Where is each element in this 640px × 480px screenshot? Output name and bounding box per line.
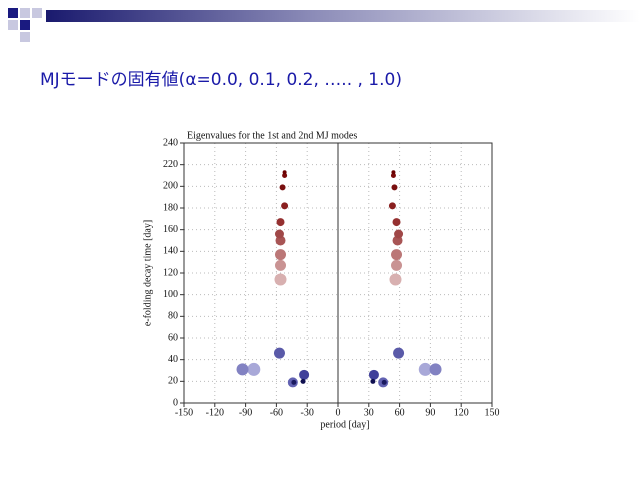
plot-frame — [183, 142, 493, 404]
point — [370, 378, 376, 384]
point — [394, 229, 404, 239]
y-tick-label: 60 — [168, 332, 178, 343]
point — [279, 184, 286, 191]
point — [282, 173, 288, 178]
x-tick-label: 150 — [485, 407, 500, 418]
point — [391, 170, 396, 175]
point — [300, 378, 306, 384]
point — [418, 362, 432, 376]
point — [381, 379, 387, 385]
point — [291, 379, 297, 385]
y-tick-label: 180 — [163, 202, 178, 213]
point — [389, 273, 402, 286]
point — [236, 363, 249, 376]
y-tick-label: 160 — [163, 224, 178, 235]
y-tick-label: 200 — [163, 181, 178, 192]
x-tick-label: 90 — [425, 407, 435, 418]
slide-title: MJモードの固有値(α=0.0, 0.1, 0.2, ….. , 1.0) — [40, 70, 402, 90]
point — [388, 202, 396, 210]
y-tick-label: 100 — [163, 289, 178, 300]
point — [392, 218, 401, 227]
decoration — [8, 8, 640, 42]
x-tick-label: 0 — [336, 407, 341, 418]
x-tick-label: -90 — [239, 407, 252, 418]
point — [276, 218, 285, 227]
y-axis-label: e-folding decay time [day] — [142, 220, 153, 326]
x-tick-label: 60 — [395, 407, 405, 418]
x-tick-label: -60 — [270, 407, 283, 418]
point — [273, 347, 285, 359]
point — [393, 347, 405, 359]
x-tick-label: -120 — [206, 407, 224, 418]
point — [390, 173, 396, 178]
y-tick-label: 140 — [163, 246, 178, 257]
y-tick-label: 80 — [168, 311, 178, 322]
y-tick-label: 40 — [168, 354, 178, 365]
x-axis-label: period [day] — [320, 419, 369, 430]
y-tick-label: 120 — [163, 267, 178, 278]
x-tick-label: -150 — [175, 407, 193, 418]
y-tick-label: 240 — [163, 137, 178, 148]
x-tick-label: -30 — [301, 407, 314, 418]
chart-title: Eigenvalues for the 1st and 2nd MJ modes — [187, 130, 357, 141]
point — [282, 170, 287, 175]
point — [391, 184, 398, 191]
point — [247, 362, 261, 376]
point — [274, 273, 287, 286]
point — [299, 369, 310, 380]
point — [429, 363, 442, 376]
x-tick-label: 120 — [454, 407, 469, 418]
y-tick-label: 20 — [168, 376, 178, 387]
x-tick-label: 30 — [364, 407, 374, 418]
point — [391, 259, 403, 271]
point — [368, 369, 379, 380]
point — [275, 259, 287, 271]
point — [274, 229, 284, 239]
point — [391, 249, 403, 261]
point — [275, 249, 287, 261]
y-tick-label: 220 — [163, 159, 178, 170]
y-tick-label: 0 — [173, 397, 178, 408]
point — [281, 202, 289, 210]
